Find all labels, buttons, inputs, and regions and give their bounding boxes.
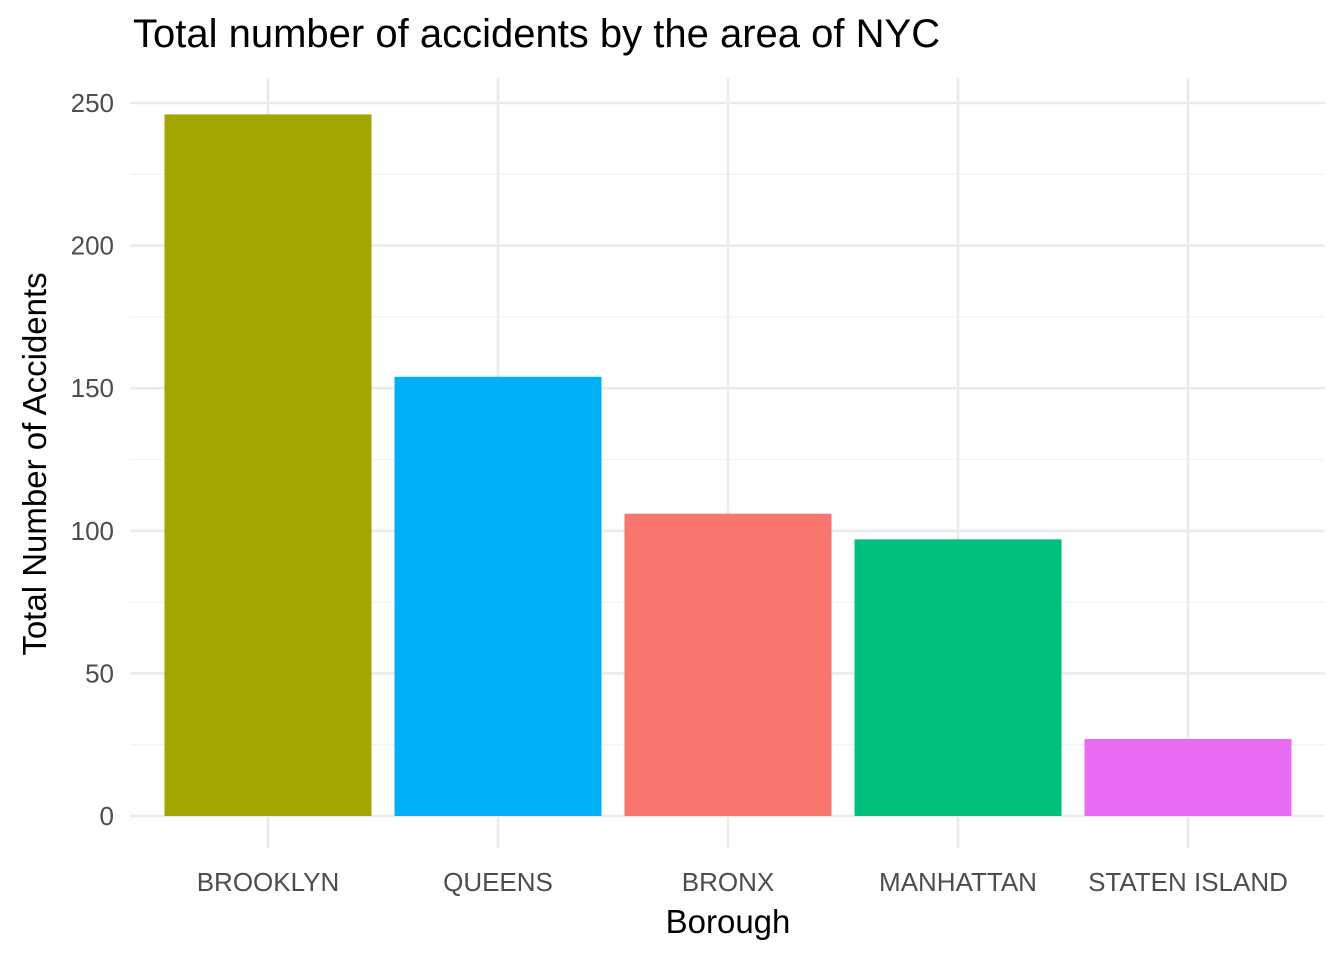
y-tick-label: 0 xyxy=(100,801,114,831)
bar-staten-island xyxy=(1084,738,1292,816)
y-tick-label: 150 xyxy=(71,373,114,403)
x-tick-label: STATEN ISLAND xyxy=(1088,867,1288,897)
x-axis-title: Borough xyxy=(666,903,791,940)
y-tick-label: 50 xyxy=(85,658,114,688)
x-tick-label: BROOKLYN xyxy=(197,867,340,897)
x-tick-label: QUEENS xyxy=(443,867,553,897)
y-axis-title: Total Number of Accidents xyxy=(16,272,53,655)
y-tick-label: 250 xyxy=(71,88,114,118)
x-tick-label: BRONX xyxy=(682,867,774,897)
x-axis-ticks: BROOKLYN QUEENS BRONX MANHATTAN STATEN ISLAN… xyxy=(197,867,1288,897)
y-tick-label: 100 xyxy=(71,516,114,546)
bar-bronx xyxy=(624,513,832,816)
x-tick-label: MANHATTAN xyxy=(879,867,1037,897)
chart-title: Total number of accidents by the area of… xyxy=(133,12,941,56)
bar-queens xyxy=(394,376,602,816)
y-tick-label: 200 xyxy=(71,231,114,261)
y-axis-ticks: 0 50 100 150 200 250 xyxy=(71,88,114,831)
bars xyxy=(164,114,1292,816)
bar-brooklyn xyxy=(164,114,372,816)
bar-manhattan xyxy=(854,539,1062,816)
